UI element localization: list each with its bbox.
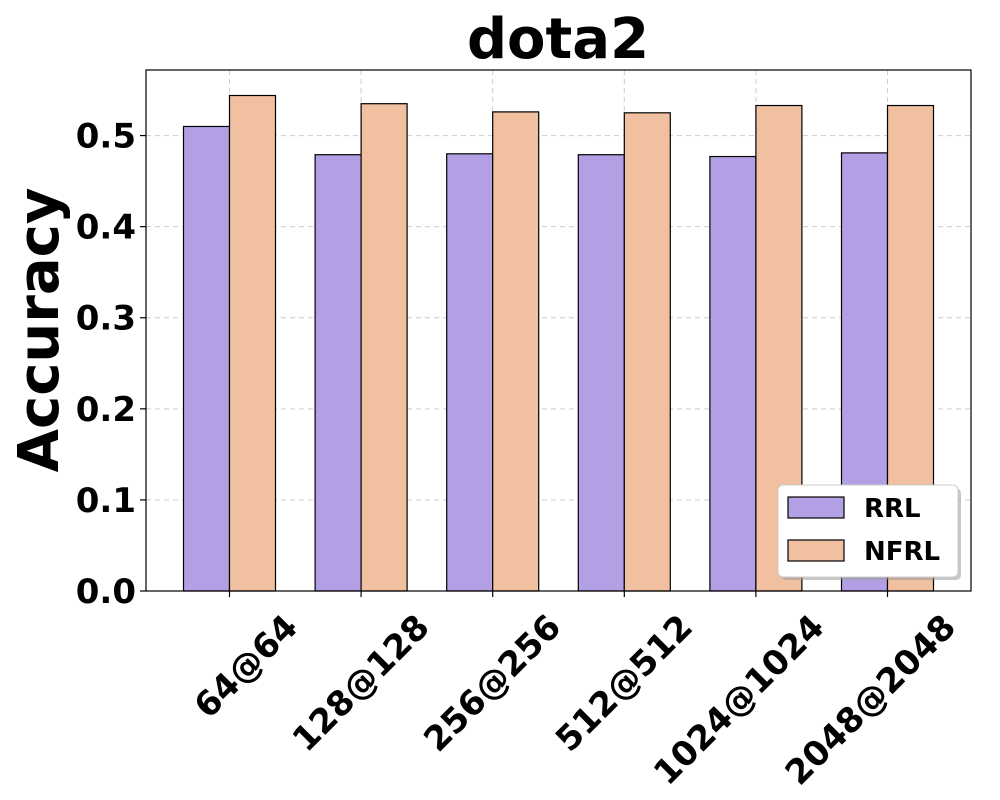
y-tick-label: 0.2 xyxy=(76,390,136,430)
y-tick-label: 0.1 xyxy=(76,481,136,521)
y-tick-label: 0.3 xyxy=(76,299,136,339)
chart-title: dota2 xyxy=(467,7,649,72)
legend-swatch-rrl xyxy=(787,496,845,519)
bar-rrl-64@64 xyxy=(182,125,231,592)
legend-label-rrl: RRL xyxy=(864,494,921,524)
y-tick-label: 0.4 xyxy=(76,208,136,248)
x-tick-label: 128@128 xyxy=(285,607,438,760)
y-tick-label: 0.0 xyxy=(76,572,136,612)
y-tick-label: 0.5 xyxy=(76,117,136,157)
x-tick-label: 64@64 xyxy=(187,607,306,726)
bar-rrl-1024@1024 xyxy=(709,155,757,592)
bar-nfrl-256@256 xyxy=(492,111,540,592)
plot-frame xyxy=(145,69,972,592)
bar-rrl-256@256 xyxy=(446,153,494,592)
bar-rrl-512@512 xyxy=(577,154,625,592)
bar-rrl-128@128 xyxy=(314,154,362,592)
legend: RRL NFRL xyxy=(777,484,961,580)
bar-nfrl-128@128 xyxy=(360,103,408,592)
x-tick-label: 256@256 xyxy=(416,607,569,760)
bar-nfrl-512@512 xyxy=(623,112,671,592)
legend-label-nfrl: NFRL xyxy=(864,537,940,567)
y-axis-label: Accuracy xyxy=(7,188,72,473)
bar-nfrl-64@64 xyxy=(228,94,277,592)
legend-swatch-nfrl xyxy=(787,539,845,562)
